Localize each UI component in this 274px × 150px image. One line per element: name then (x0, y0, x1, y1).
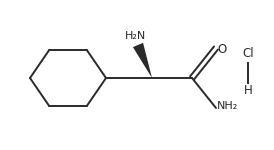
Polygon shape (133, 43, 152, 78)
Text: H: H (244, 84, 252, 96)
Text: NH₂: NH₂ (217, 101, 238, 111)
Text: O: O (217, 43, 226, 56)
Text: H₂N: H₂N (125, 31, 147, 41)
Text: Cl: Cl (242, 47, 254, 60)
